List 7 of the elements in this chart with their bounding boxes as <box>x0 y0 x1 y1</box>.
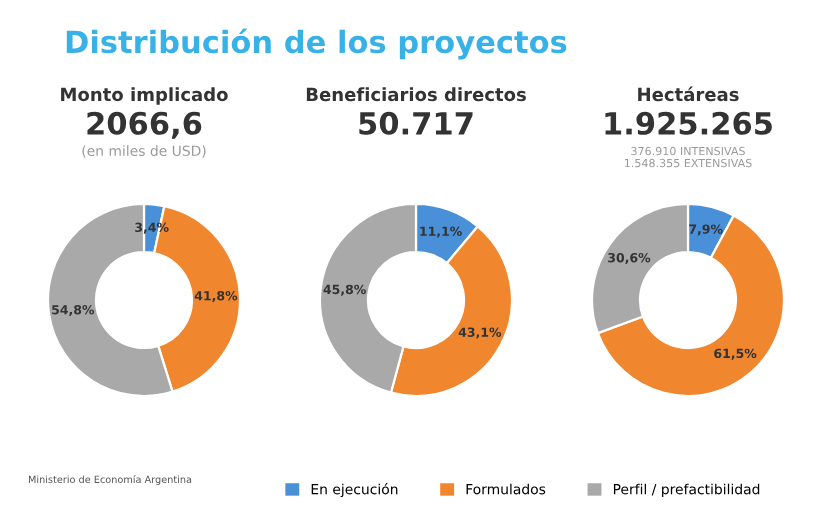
chart-subtitle: 50.717 <box>359 111 473 135</box>
chart-title: Beneficiarios directos <box>306 87 526 102</box>
chart-subtitle: 2066,6 <box>87 111 202 139</box>
chart-title: Hectáreas <box>638 86 739 102</box>
text: Distribución de los proyectos <box>66 28 567 60</box>
chart-subtitle: 1.925.265 <box>605 111 772 135</box>
chart-title: Monto implicado <box>61 87 228 105</box>
